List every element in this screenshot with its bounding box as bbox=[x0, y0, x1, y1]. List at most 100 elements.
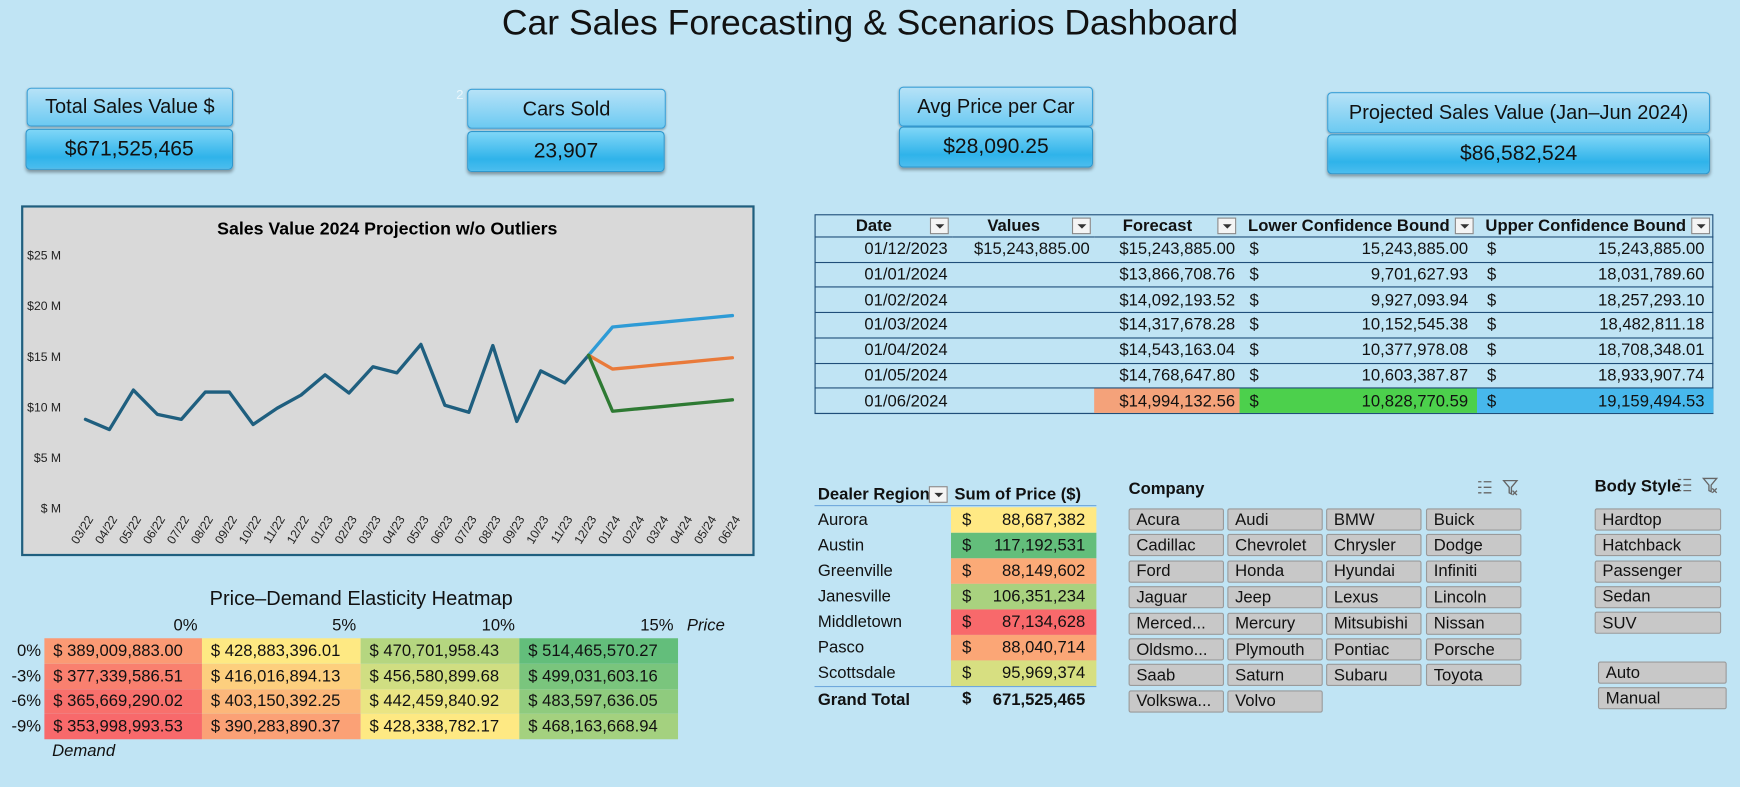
x-tick-label: 05/22 bbox=[116, 513, 144, 546]
kpi-label: Projected Sales Value (Jan–Jun 2024) bbox=[1327, 92, 1711, 134]
chart: Sales Value 2024 Projection w/o Outliers… bbox=[27, 218, 743, 546]
slicer-button[interactable]: Dodge bbox=[1425, 534, 1522, 557]
currency-symbol: $ bbox=[1249, 366, 1259, 385]
table-cell: 01/03/2024 bbox=[864, 315, 948, 335]
slicer-button[interactable]: Jaguar bbox=[1128, 586, 1224, 609]
x-tick-label: 05/24 bbox=[691, 513, 719, 546]
currency-symbol: $ bbox=[962, 561, 972, 581]
table-cell: 18,933,907.74 bbox=[1598, 366, 1705, 385]
slicer-title: Company bbox=[1128, 478, 1205, 498]
heatmap-row-header: -9% bbox=[11, 717, 42, 737]
heatmap-row-header: -3% bbox=[11, 666, 42, 686]
slicer-button[interactable]: Merced... bbox=[1128, 612, 1224, 635]
table-cell: 18,482,811.18 bbox=[1599, 315, 1705, 335]
slicer-button[interactable]: Buick bbox=[1425, 508, 1522, 531]
slicer-button[interactable]: BMW bbox=[1326, 508, 1422, 531]
slicer-button[interactable]: Volkswa... bbox=[1128, 690, 1224, 713]
slicer-button[interactable]: Subaru bbox=[1326, 664, 1422, 687]
slicer-button[interactable]: Sedan bbox=[1594, 585, 1722, 609]
slicer-button[interactable]: Mercury bbox=[1227, 612, 1323, 635]
heatmap-cell: $ 483,597,636.05 bbox=[519, 688, 679, 715]
table-cell: 15,243,885.00 bbox=[1361, 240, 1469, 260]
slicer-button[interactable]: Manual bbox=[1597, 687, 1727, 710]
slicer-button[interactable]: Mitsubishi bbox=[1326, 612, 1422, 635]
slicer-button[interactable]: Cadillac bbox=[1128, 534, 1224, 557]
heatmap-cell: $ 403,150,392.25 bbox=[201, 688, 361, 715]
slicer-button[interactable]: Jeep bbox=[1227, 586, 1323, 609]
row-line bbox=[814, 261, 1714, 263]
slicer-button[interactable]: Honda bbox=[1227, 560, 1323, 583]
pivot-value: 88,687,382 bbox=[951, 507, 1097, 533]
slicer-button[interactable]: Infiniti bbox=[1425, 560, 1522, 583]
slicer-button[interactable]: Passenger bbox=[1594, 560, 1722, 583]
heatmap-column-header: 15% bbox=[640, 615, 674, 635]
kpi-value: $28,090.25 bbox=[898, 126, 1094, 168]
x-tick-label: 12/22 bbox=[284, 513, 312, 546]
slicer-button[interactable]: Acura bbox=[1128, 508, 1224, 531]
table-cell: 18,708,348.01 bbox=[1598, 340, 1705, 360]
slicer-button[interactable]: Volvo bbox=[1227, 690, 1323, 713]
x-tick-label: 01/24 bbox=[595, 513, 623, 546]
filter-dropdown[interactable] bbox=[1217, 217, 1237, 235]
slicer-button[interactable]: Hardtop bbox=[1594, 508, 1722, 531]
currency-symbol: $ bbox=[962, 587, 972, 607]
x-tick-label: 10/22 bbox=[236, 513, 264, 546]
pivot-region: Pasco bbox=[817, 638, 865, 658]
heatmap-column-header: 5% bbox=[332, 615, 357, 635]
slicer-button[interactable]: Toyota bbox=[1425, 664, 1522, 687]
currency-symbol: $ bbox=[962, 536, 972, 555]
slicer-button[interactable]: Lincoln bbox=[1425, 586, 1522, 609]
heatmap-cell: $ 428,338,782.17 bbox=[360, 714, 520, 740]
filter-dropdown[interactable] bbox=[928, 486, 948, 503]
heatmap-cell: $ 390,283,890.37 bbox=[201, 714, 361, 740]
column-header: Lower Confidence Bound bbox=[1239, 214, 1478, 238]
slicer-button[interactable]: Porsche bbox=[1425, 638, 1522, 661]
slicer-icons bbox=[1478, 479, 1519, 496]
heatmap-cell: $ 456,580,899.68 bbox=[360, 663, 520, 689]
filter-dropdown[interactable] bbox=[929, 217, 949, 235]
slicer-button[interactable]: Plymouth bbox=[1227, 638, 1323, 661]
slicer-button[interactable]: SUV bbox=[1594, 611, 1722, 635]
heatmap-row-header: 0% bbox=[16, 641, 42, 661]
currency-symbol: $ bbox=[1249, 240, 1259, 260]
slicer-button[interactable]: Chevrolet bbox=[1227, 534, 1323, 557]
slicer-button[interactable]: Ford bbox=[1128, 560, 1224, 583]
pivot-region: Janesville bbox=[817, 587, 891, 607]
currency-symbol: $ bbox=[962, 689, 972, 709]
currency-symbol: $ bbox=[1486, 290, 1497, 310]
table-cell: 01/02/2024 bbox=[864, 290, 948, 310]
slicer-button[interactable]: Chrysler bbox=[1326, 534, 1422, 557]
slicer-button[interactable]: Pontiac bbox=[1326, 638, 1422, 661]
filter-dropdown[interactable] bbox=[1454, 217, 1474, 235]
table-cell: 10,377,978.08 bbox=[1361, 340, 1469, 360]
pivot-region: Austin bbox=[817, 536, 865, 555]
pivot-value: 88,040,714 bbox=[951, 634, 1097, 661]
kpi-value: 23,907 bbox=[467, 130, 665, 173]
slicer-button[interactable]: Saturn bbox=[1227, 664, 1323, 687]
cell-marker: 2 bbox=[456, 86, 464, 103]
slicer-button[interactable]: Saab bbox=[1128, 664, 1224, 687]
x-tick-label: 04/22 bbox=[92, 513, 120, 546]
column-header: Forecast bbox=[1094, 214, 1240, 238]
heatmap-cell: $ 377,339,586.51 bbox=[44, 663, 202, 689]
filter-dropdown[interactable] bbox=[1691, 217, 1711, 235]
y-tick-label: $15 M bbox=[27, 350, 61, 364]
table-cell: 10,152,545.38 bbox=[1361, 315, 1469, 335]
slicer-button[interactable]: Audi bbox=[1227, 508, 1323, 531]
slicer-title: Body Style bbox=[1594, 476, 1681, 496]
heatmap-cell: $ 470,701,958.43 bbox=[360, 638, 520, 664]
slicer-button[interactable]: Lexus bbox=[1326, 586, 1422, 609]
heatmap-column-header: 0% bbox=[173, 615, 198, 635]
filter-dropdown[interactable] bbox=[1071, 217, 1091, 235]
slicer-button[interactable]: Nissan bbox=[1425, 612, 1522, 635]
pivot-value: 88,149,602 bbox=[951, 558, 1097, 584]
currency-symbol: $ bbox=[1249, 265, 1259, 285]
column-header: Date bbox=[814, 214, 953, 238]
slicer-button[interactable]: Hyundai bbox=[1326, 560, 1422, 583]
slicer-button[interactable]: Oldsmo... bbox=[1128, 638, 1224, 661]
table-cell: $14,543,163.04 bbox=[1119, 340, 1236, 360]
slicer-button[interactable]: Auto bbox=[1597, 661, 1727, 684]
slicer-button[interactable]: Hatchback bbox=[1594, 534, 1722, 557]
